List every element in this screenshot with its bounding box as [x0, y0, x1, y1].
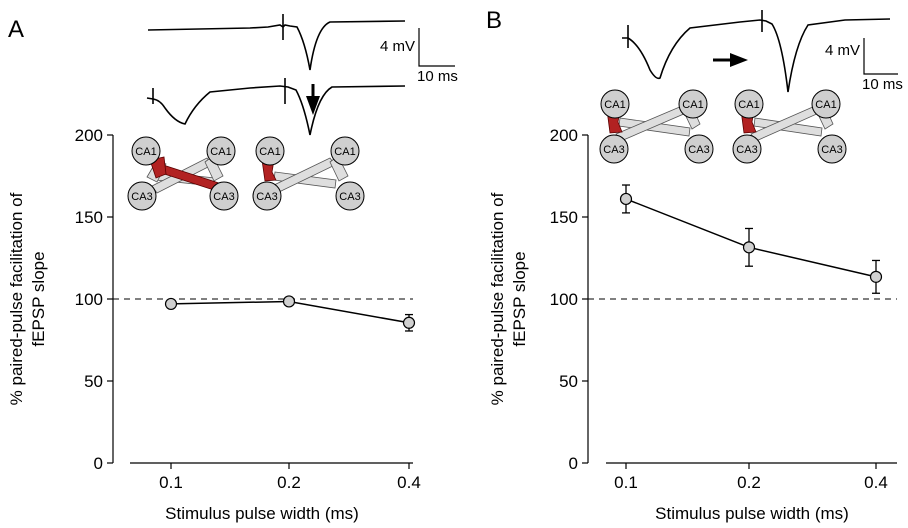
panel-a-s2-ca1-right	[330, 136, 360, 166]
panel-a-s1-ca3-left-label: CA3	[131, 191, 152, 203]
panel-a-s1-ca3-left	[127, 181, 157, 211]
panel-b: B 4 mV 10 ms CA1 CA1 CA3 CA3	[486, 7, 903, 523]
panel-b-xtick-label: 0.2	[737, 473, 761, 492]
panel-b-xtick-label: 0.1	[614, 473, 638, 492]
panel-a-s2-ca1-left-label: CA1	[259, 146, 280, 158]
panel-a-scalebar: 4 mV 10 ms	[380, 28, 458, 85]
panel-a-schematic-1: CA1 CA1 CA3 CA3	[127, 136, 239, 211]
panel-a-ytick-label: 0	[94, 454, 103, 473]
panel-b-s1-ca1-right-label: CA1	[682, 99, 703, 111]
panel-a-ytick-label: 50	[84, 372, 103, 391]
panel-b-ylabel-2: fEPSP slope	[510, 251, 529, 346]
panel-a-data-point	[164, 297, 178, 311]
panel-a-xlabel: Stimulus pulse width (ms)	[165, 504, 359, 523]
panel-a-xtick-label: 0.2	[277, 473, 301, 492]
panel-a-s2-ca3-right	[335, 181, 365, 211]
panel-a-ylabel-2: fEPSP slope	[29, 251, 48, 346]
panel-a-trace-top	[147, 20, 406, 71]
panel-b-s2-ca1-left	[734, 89, 764, 119]
panel-a-s1-ca1-left-label: CA1	[135, 146, 156, 158]
panel-a-s1-ca1-right-label: CA1	[210, 146, 231, 158]
panel-b-xlabel: Stimulus pulse width (ms)	[655, 504, 849, 523]
panel-b-ytick-label: 0	[569, 454, 578, 473]
panel-a-scalebar-mv: 4 mV	[380, 38, 415, 55]
panel-b-ytick-label: 200	[550, 126, 578, 145]
panel-b-s1-ca3-left	[599, 134, 629, 164]
panel-b-data-point	[742, 241, 756, 254]
panel-a-s2-ca1-left	[255, 136, 285, 166]
panel-b-ylabel-1: % paired-pulse facilitation of	[488, 192, 507, 405]
panel-a-ylabel-1: % paired-pulse facilitation of	[7, 192, 26, 405]
panel-b-s1-ca3-right	[684, 134, 714, 164]
panel-b-s1-ca3-right-label: CA3	[688, 144, 709, 156]
down-arrow-icon	[306, 84, 320, 115]
panel-a: A 4 mV 10 ms C	[7, 14, 458, 523]
panel-b-scalebar-mv: 4 mV	[825, 42, 860, 59]
panel-b-ytick-label: 150	[550, 208, 578, 227]
panel-b-s2-ca3-left-label: CA3	[736, 144, 757, 156]
panel-a-data-point	[402, 316, 416, 329]
panel-b-s2-ca1-right	[811, 89, 841, 119]
panel-a-letter: A	[8, 16, 24, 43]
panel-a-trace-bottom	[146, 85, 406, 136]
panel-b-series-line	[625, 198, 877, 278]
panel-b-scalebar-ms: 10 ms	[862, 76, 903, 93]
right-arrow-icon	[713, 53, 748, 67]
panel-a-s1-ca1-right	[206, 136, 236, 166]
panel-b-xtick-label: 0.4	[864, 473, 888, 492]
panel-a-xtick-label: 0.1	[159, 473, 183, 492]
panel-b-ytick-label: 50	[559, 372, 578, 391]
panel-b-letter: B	[486, 7, 502, 34]
panel-b-s2-ca3-left	[732, 134, 762, 164]
panel-a-ytick-label: 150	[75, 208, 103, 227]
panel-b-trace	[622, 18, 891, 93]
panel-a-ytick-label: 200	[75, 126, 103, 145]
panel-a-s1-ca3-right	[209, 181, 239, 211]
panel-b-plot: % paired-pulse facilitation of fEPSP slo…	[488, 126, 897, 523]
panel-a-s1-ca3-right-label: CA3	[213, 191, 234, 203]
panel-b-ytick-label: 100	[550, 290, 578, 309]
panel-b-schematic-1: CA1 CA1 CA3 CA3	[599, 89, 714, 164]
panel-b-s2-ca3-right	[817, 134, 847, 164]
panel-b-s2-ca1-left-label: CA1	[738, 99, 759, 111]
panel-b-scalebar: 4 mV 10 ms	[825, 38, 903, 93]
panel-a-schematic-2: CA1 CA1 CA3 CA3	[252, 136, 365, 211]
panel-b-s2-ca1-right-label: CA1	[815, 99, 836, 111]
panel-b-s1-ca1-left	[600, 89, 630, 119]
panel-b-s2-ca3-right-label: CA3	[821, 144, 842, 156]
panel-b-s1-ca1-right	[678, 89, 708, 119]
panel-b-data-point	[869, 270, 883, 283]
panel-b-s1-ca1-left-label: CA1	[604, 99, 625, 111]
panel-b-data-point	[619, 192, 633, 206]
panel-a-xtick-label: 0.4	[397, 473, 421, 492]
panel-a-s1-ca1-left	[131, 136, 161, 166]
panel-a-s2-ca3-left-label: CA3	[256, 191, 277, 203]
panel-a-plot: % paired-pulse facilitation of fEPSP slo…	[7, 126, 421, 523]
panel-a-data-point	[282, 295, 296, 308]
panel-a-s2-ca1-right-label: CA1	[334, 146, 355, 158]
panel-b-s1-ca3-left-label: CA3	[603, 144, 624, 156]
panel-a-ytick-label: 100	[75, 290, 103, 309]
panel-b-schematic-2: CA1 CA1 CA3 CA3	[732, 89, 847, 164]
panel-a-scalebar-ms: 10 ms	[417, 68, 458, 85]
panel-a-s2-ca3-right-label: CA3	[339, 191, 360, 203]
panel-a-s2-ca3-left	[252, 181, 282, 211]
